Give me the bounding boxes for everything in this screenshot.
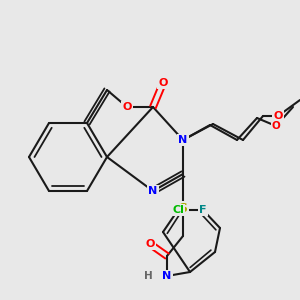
Text: Cl: Cl <box>172 205 184 215</box>
Text: O: O <box>158 78 168 88</box>
Text: S: S <box>178 202 188 214</box>
Text: O: O <box>122 102 132 112</box>
Text: N: N <box>178 135 188 145</box>
Text: H: H <box>144 271 152 281</box>
Text: F: F <box>199 205 207 215</box>
Text: S: S <box>178 202 188 214</box>
Text: O: O <box>122 102 132 112</box>
Text: N: N <box>178 135 188 145</box>
Text: N: N <box>162 271 172 281</box>
Text: Cl: Cl <box>172 205 184 215</box>
Text: N: N <box>148 186 158 196</box>
Text: O: O <box>272 121 280 131</box>
Text: H: H <box>143 271 153 281</box>
Text: F: F <box>199 205 207 215</box>
Text: O: O <box>145 239 155 249</box>
Text: O: O <box>272 121 280 131</box>
Text: O: O <box>145 239 155 249</box>
Text: N: N <box>148 186 158 196</box>
Text: O: O <box>158 78 168 88</box>
Text: O: O <box>273 111 283 121</box>
Text: N: N <box>162 271 172 281</box>
